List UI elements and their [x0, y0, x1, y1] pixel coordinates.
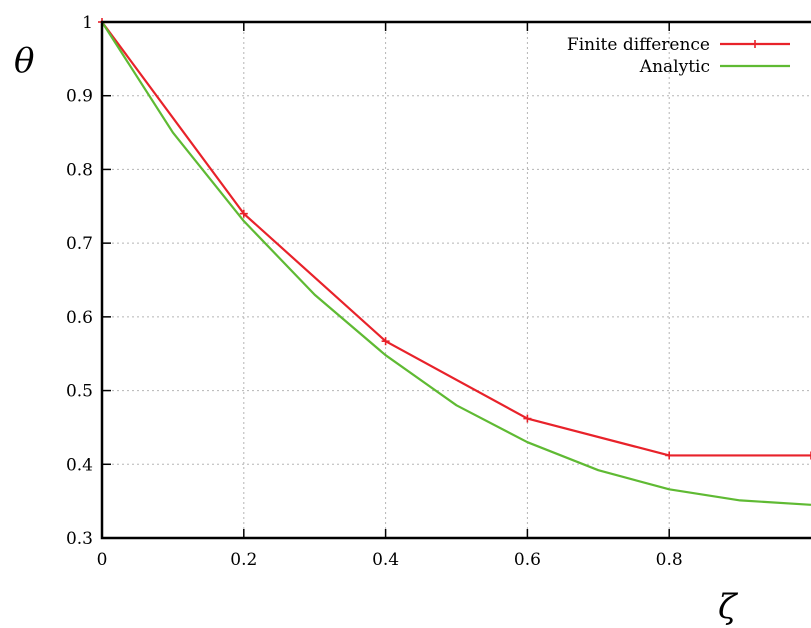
data-point	[665, 451, 674, 460]
x-tick-label: 0.8	[656, 550, 683, 570]
legend-label: Analytic	[639, 57, 710, 77]
data-point	[239, 209, 248, 218]
tick-labels: 0 0.2 0.4 0.6 0.8 0.3 0.4 0.5 0.6 0.7 0.8 0.9 1	[66, 13, 683, 570]
y-tick-label: 0.3	[66, 529, 93, 549]
y-tick-label: 0.5	[66, 382, 93, 402]
x-tick-label: 0.2	[230, 550, 257, 570]
data-point	[807, 451, 811, 460]
series-line-1	[101, 21, 811, 506]
x-tick-label: 0.6	[514, 550, 541, 570]
data-point	[381, 337, 390, 346]
y-tick-label: 1	[82, 13, 93, 33]
data-point	[523, 414, 532, 423]
y-tick-label: 0.9	[66, 87, 93, 107]
plot-series	[98, 18, 811, 506]
x-tick-label: 0	[97, 550, 108, 570]
series-line-0	[101, 21, 811, 457]
legend-label: Finite difference	[567, 35, 710, 55]
axis-ticks	[101, 21, 670, 539]
y-tick-label: 0.8	[66, 160, 93, 180]
y-tick-label: 0.6	[66, 308, 93, 328]
plot-frame	[100, 20, 811, 540]
y-tick-label: 0.7	[66, 234, 93, 254]
x-axis-label: ζ	[718, 587, 739, 627]
y-axis-label: θ	[14, 41, 34, 81]
x-tick-label: 0.4	[372, 550, 399, 570]
grid-lines	[102, 22, 811, 538]
y-tick-label: 0.4	[66, 455, 93, 475]
